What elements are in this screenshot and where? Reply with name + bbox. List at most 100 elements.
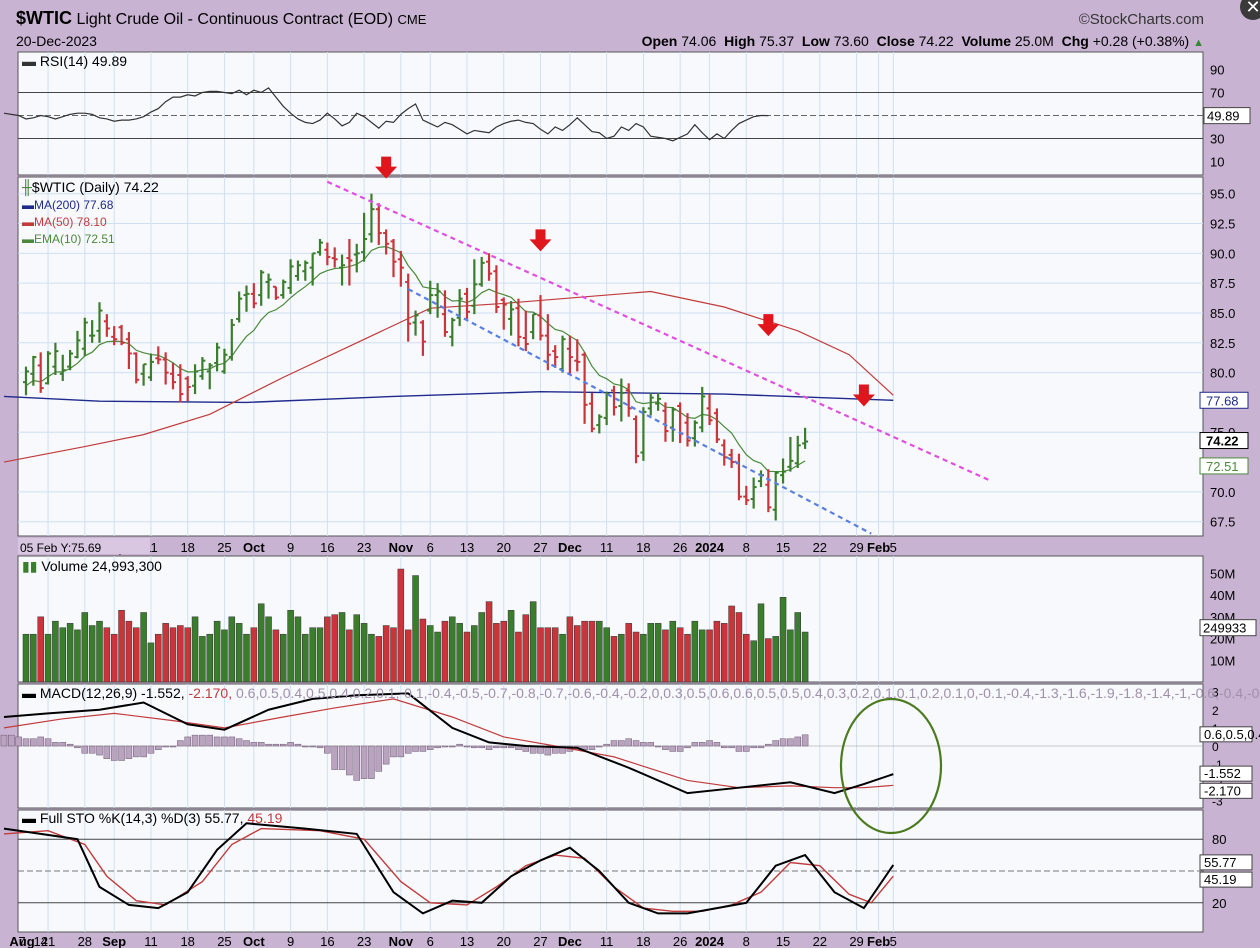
price-bar	[566, 335, 573, 375]
x-axis-bottom-date-label: 22	[813, 934, 827, 948]
volume-bar	[493, 623, 500, 683]
macd-histogram-bar	[133, 745, 140, 758]
price-bar	[390, 239, 397, 278]
macd-last-box	[1199, 765, 1253, 782]
volume-bar	[456, 623, 463, 683]
macd-histogram-bar	[647, 742, 654, 747]
price-bar	[493, 265, 500, 313]
volume-bar	[574, 625, 581, 683]
price-bar	[772, 471, 779, 521]
macd-histogram-bar	[471, 745, 478, 749]
x-axis-top-date-label: 15	[776, 540, 790, 555]
logo: ©StockCharts.com	[1078, 11, 1204, 28]
macd-histogram-bar	[169, 745, 177, 748]
macd-histogram-bar	[110, 745, 118, 761]
x-axis-top-date-label: 23	[357, 540, 371, 555]
volume-bar	[199, 636, 206, 683]
price-bar	[508, 301, 515, 336]
macd-histogram-bar	[44, 738, 52, 747]
macd-histogram-bar	[88, 745, 96, 754]
volume-bar	[625, 623, 632, 683]
chg-value: +0.28 (+0.38%)	[1092, 33, 1190, 49]
volume-bar	[662, 629, 669, 683]
close-icon[interactable]: ✕	[1240, 0, 1260, 20]
crosshair-readout-bg	[18, 538, 150, 554]
sto-d-line	[3, 827, 894, 912]
volume-bar	[735, 612, 743, 683]
price-bar	[287, 259, 294, 294]
price-bar	[662, 402, 669, 442]
price-bar	[412, 310, 419, 336]
macd-histogram-bar	[449, 745, 456, 748]
x-axis-top-date-label: 22	[813, 540, 827, 555]
price-bar	[581, 352, 588, 424]
macd-histogram-bar	[507, 745, 515, 749]
macd-last-box	[1199, 726, 1253, 743]
macd-signal-line	[3, 698, 894, 789]
price-bar	[243, 285, 250, 312]
volume-bar	[140, 612, 147, 683]
x-axis-bottom-date-label: Dec	[558, 934, 582, 948]
price-bar	[52, 342, 59, 375]
price-bar	[361, 212, 368, 262]
price-bar	[537, 295, 544, 341]
open-label: Open	[641, 33, 678, 49]
volume-label: Volume	[961, 33, 1011, 49]
price-last-value: 74.22	[1206, 434, 1239, 449]
macd-histogram-bar	[654, 745, 662, 748]
macd-histogram-bar	[441, 745, 449, 748]
ma200-last-value: 77.68	[1206, 393, 1239, 408]
x-axis-top-date-label: 25	[217, 540, 231, 555]
macd-histogram-bar	[316, 745, 324, 749]
macd-tick-label: 2	[1212, 704, 1219, 718]
x-axis-bottom-date-label: Feb	[867, 934, 890, 948]
x-axis-bottom-date-label: 8	[743, 934, 750, 948]
macd-histogram-bar	[118, 745, 125, 761]
low-value: 73.60	[833, 33, 869, 49]
sto-last-box	[1199, 871, 1253, 888]
price-bar	[743, 485, 750, 505]
macd-histogram-bar	[698, 742, 706, 747]
volume-bar	[257, 603, 265, 683]
high-label: High	[724, 33, 756, 49]
volume-bar	[772, 636, 779, 683]
chart-title-row: $WTIC Light Crude Oil - Continuous Contr…	[16, 8, 426, 29]
price-bar	[699, 386, 706, 433]
volume-bar	[706, 629, 713, 683]
macd-histogram-bar	[397, 745, 405, 758]
volume-bar	[463, 631, 471, 683]
volume-bar	[750, 640, 757, 683]
x-axis-top-date-label: 16	[320, 540, 334, 555]
macd-tick-label: -3	[1212, 794, 1223, 808]
price-bar	[596, 414, 603, 434]
price-bar	[81, 317, 88, 356]
price-bar	[691, 420, 698, 447]
down-arrow-icon	[852, 384, 875, 407]
down-arrow-icon	[529, 229, 552, 252]
price-bar	[552, 345, 559, 368]
price-bar	[236, 291, 243, 323]
volume-bar	[331, 614, 338, 683]
x-axis-top-date-label: 8	[743, 540, 750, 555]
macd-histogram-bar	[52, 742, 59, 747]
macd-last-value: -2.170	[1204, 783, 1241, 798]
price-bar	[74, 330, 81, 359]
volume-bar	[110, 633, 118, 683]
x-axis-top-date-label: 13	[460, 540, 474, 555]
price-bar	[214, 342, 221, 372]
volume-bar	[794, 612, 801, 683]
volume-bar	[162, 623, 169, 683]
macd-histogram-bar	[155, 745, 162, 750]
price-bar	[787, 437, 794, 472]
price-bar	[640, 407, 647, 461]
price-legend: ╫$WTIC (Daily) 74.22	[21, 179, 159, 197]
price-bar	[780, 458, 787, 484]
price-bar	[147, 353, 154, 381]
macd-histogram-bar	[404, 745, 412, 754]
price-bar	[486, 253, 493, 281]
volume-bar	[44, 633, 52, 683]
volume-bar	[522, 614, 530, 683]
volume-bar	[507, 610, 515, 683]
sto-legend: ▬ Full STO %K(14,3) %D(3) 55.77, 45.19	[22, 810, 283, 826]
macd-last-value: -1.552	[1204, 766, 1241, 781]
